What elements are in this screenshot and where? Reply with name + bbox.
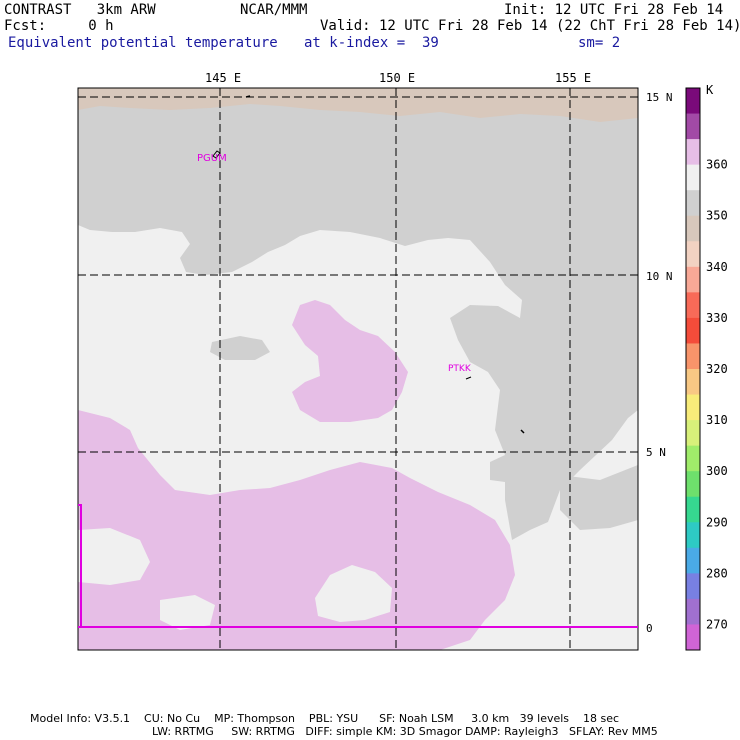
island-mark-east [520,429,525,434]
legend-swatch [686,113,700,140]
legend-swatch [686,369,700,396]
chuuk-coastline [465,376,472,380]
island-mark-north [245,95,251,98]
legend-labels: 360 350 340 330 320 310 300 290 280 270 [706,158,728,632]
legend-swatch [686,547,700,574]
light-hole-southwest [160,595,215,630]
legend-swatch [686,445,700,472]
legend-swatch [686,624,700,651]
legend-swatch [686,88,700,115]
legend-label: 360 [706,158,728,172]
lon-label-155e: 155 E [555,71,591,85]
legend-swatch [686,190,700,217]
legend-swatch [686,598,700,625]
gray-patch-mid [210,336,270,360]
lat-label-15n: 15 N [646,91,673,104]
lat-label-5n: 5 N [646,446,666,459]
guam-coastline [212,150,221,159]
field-name: Equivalent potential temperature [8,35,278,51]
valid-time: Valid: 12 UTC Fri 28 Feb 14 (22 ChT Fri … [320,18,740,34]
station-label-ptkk: PTKK [448,364,472,374]
light-hole-south [315,565,392,622]
legend-frame [685,87,701,651]
legend-label: 340 [706,260,728,274]
gray-patch-south [490,455,512,482]
legend-label: 330 [706,311,728,325]
light-hole-west [78,528,150,585]
smoothing-label: sm= 2 [578,35,621,51]
legend-swatch [686,343,700,370]
legend-label: 270 [706,617,728,631]
forecast-hour: Fcst: 0 h [4,18,114,34]
station-label-pgum: PGUM [197,153,227,164]
legend-swatch [686,215,700,242]
legend-swatch [686,266,700,293]
legend-swatch [686,573,700,600]
level-label: at k-index = 39 [304,35,439,51]
map-frame [77,87,639,651]
model-title: CONTRAST 3km ARW [4,2,156,18]
legend-swatch [686,292,700,319]
model-info-line2: LW: RRTMG SW: RRTMG DIFF: simple KM: 3D … [152,725,658,738]
legend-swatch [686,241,700,268]
legend-swatch [686,496,700,523]
legend-label: 290 [706,515,728,529]
init-time: Init: 12 UTC Fri 28 Feb 14 [504,2,724,18]
lat-label-0: 0 [646,622,653,635]
legend-swatch [686,394,700,421]
lat-lon-grid [78,88,638,650]
lat-label-10n: 10 N [646,270,673,283]
domain-boundary [78,504,82,627]
lon-label-150e: 150 E [379,71,415,85]
map-field [78,88,638,650]
legend-label: 350 [706,209,728,223]
legend-swatch [686,471,700,498]
legend-label: 280 [706,566,728,580]
gray-region-north [78,88,638,540]
legend-swatch [686,522,700,549]
legend-swatch [686,317,700,344]
legend-unit: K [706,83,714,97]
legend-swatch [686,164,700,191]
legend-label: 320 [706,362,728,376]
legend-swatch [686,139,700,166]
lon-label-145e: 145 E [205,71,241,85]
legend-label: 300 [706,464,728,478]
purple-blob-center [292,300,408,422]
gray-band-southeast [560,465,638,530]
model-info-line1: Model Info: V3.5.1 CU: No Cu MP: Thompso… [30,712,620,725]
legend-label: 310 [706,413,728,427]
color-legend [685,87,701,651]
purple-region-south [78,410,515,650]
center-label: NCAR/MMM [240,2,308,18]
legend-swatch [686,420,700,447]
